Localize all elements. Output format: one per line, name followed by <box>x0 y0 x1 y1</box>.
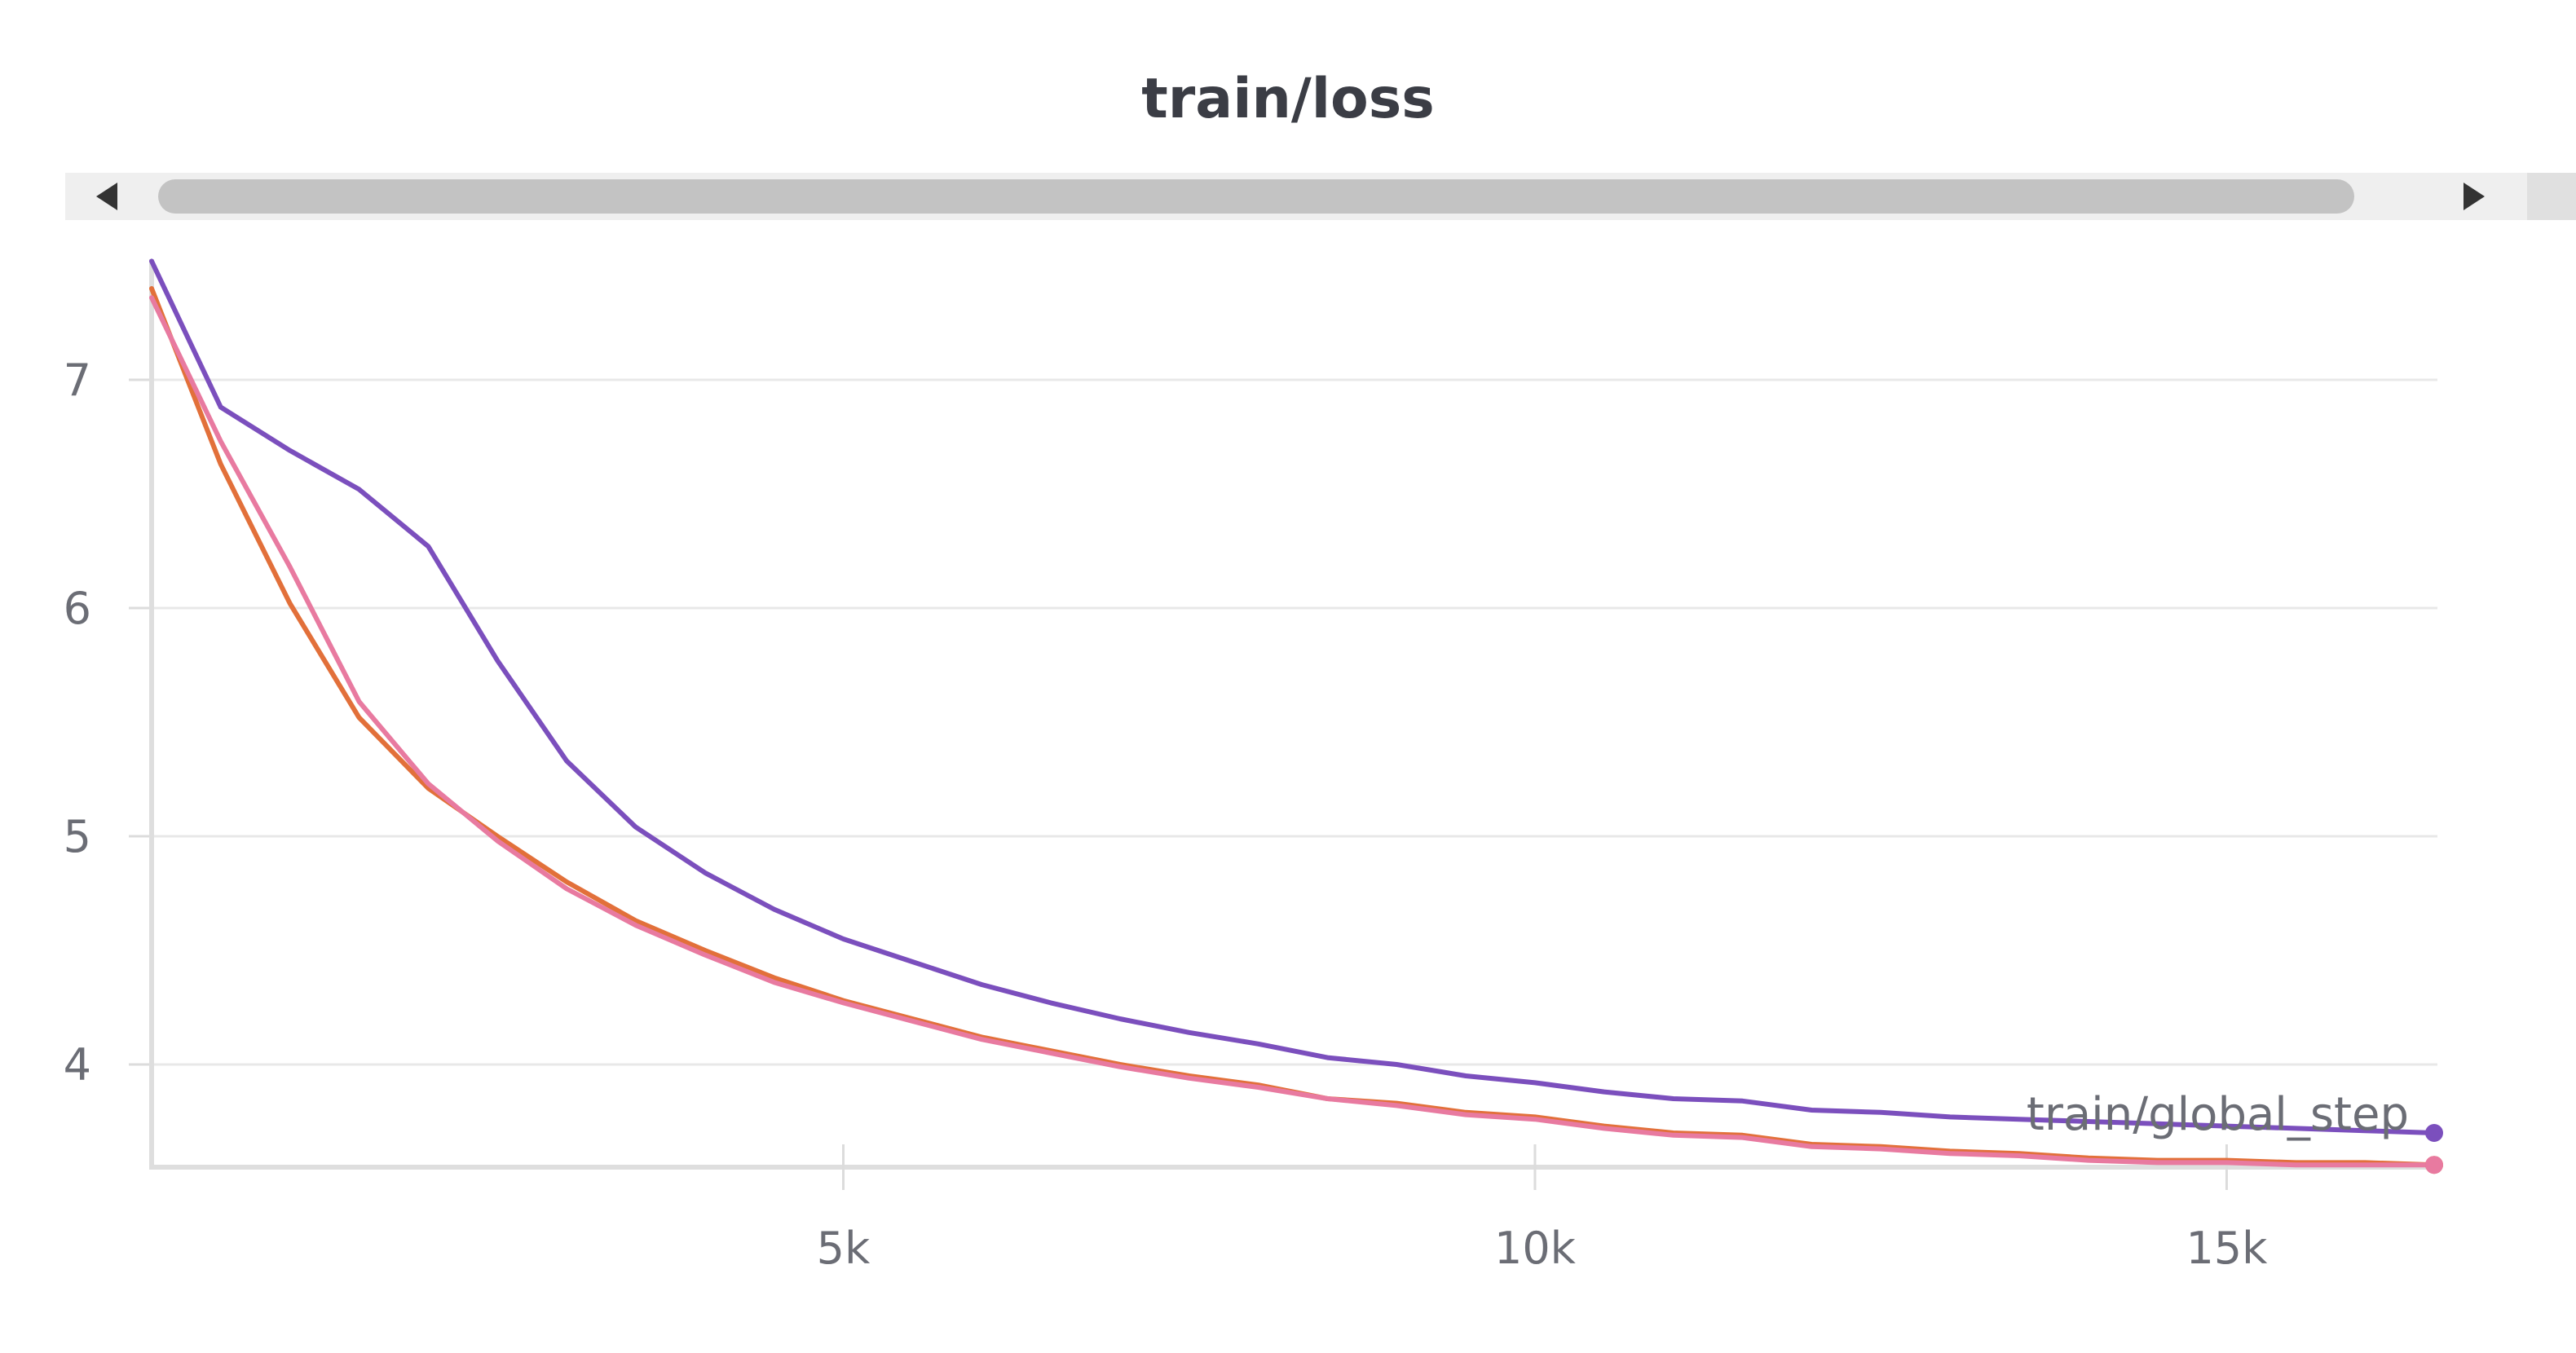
y-tick-label: 7 <box>64 355 91 406</box>
scroll-right-arrow-icon[interactable] <box>2454 178 2491 215</box>
y-tick-label: 6 <box>64 583 91 634</box>
y-tick-label: 4 <box>64 1039 91 1091</box>
horizontal-scrollbar[interactable] <box>65 173 2576 220</box>
series-line <box>149 258 2437 1135</box>
scrollbar-end-cap <box>2527 173 2576 220</box>
chart-title: train/loss <box>1141 67 1435 131</box>
x-tick-label: 15k <box>2186 1223 2268 1274</box>
series-line <box>149 286 2437 1168</box>
end-label: train/global_step <box>2027 1088 2409 1141</box>
x-tick-label: 10k <box>1494 1223 1577 1274</box>
scrollbar-thumb[interactable] <box>158 179 2354 214</box>
series-end-point <box>2425 1124 2443 1142</box>
series-line <box>149 295 2437 1168</box>
series-end-point <box>2425 1156 2443 1175</box>
y-tick-label: 5 <box>64 811 91 862</box>
x-tick-label: 5k <box>817 1223 871 1274</box>
scroll-left-arrow-icon[interactable] <box>90 178 127 215</box>
